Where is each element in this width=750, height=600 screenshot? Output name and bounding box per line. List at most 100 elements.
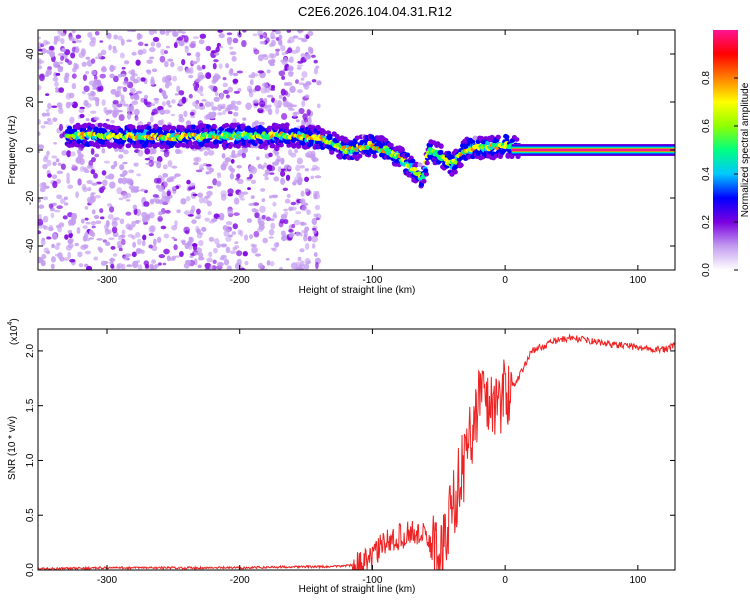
- spectrum-point: [112, 48, 118, 54]
- spectrum-point: [438, 143, 444, 149]
- spectrum-point: [148, 244, 153, 249]
- spectrum-point: [278, 142, 284, 148]
- spectrum-point: [38, 84, 42, 91]
- spectrum-point: [56, 194, 63, 200]
- spectrum-point: [266, 260, 271, 266]
- spectrum-point: [222, 160, 229, 167]
- spectrum-point: [160, 119, 165, 126]
- spectrum-point: [48, 203, 54, 209]
- spectrum-point: [50, 207, 55, 212]
- spectrum-point: [195, 156, 202, 163]
- spectrum-point: [57, 52, 64, 57]
- spectrum-point: [411, 166, 418, 172]
- spectrum-point: [314, 204, 321, 211]
- spectrum-point: [162, 164, 168, 170]
- spectrum-point: [225, 94, 230, 99]
- spectrum-point: [137, 41, 144, 47]
- spectrum-point: [296, 179, 303, 183]
- spectrum-point: [132, 186, 139, 194]
- spectrum-point: [268, 236, 274, 239]
- spectrum-point: [160, 225, 167, 230]
- spectrum-point: [164, 109, 171, 115]
- spectrum-point: [290, 201, 297, 206]
- spectrum-point: [288, 229, 294, 233]
- spectrum-point: [45, 93, 50, 96]
- spectrum-point: [327, 135, 333, 141]
- spectrum-point: [316, 103, 321, 109]
- spectrum-point: [299, 260, 305, 267]
- spectrum-point: [141, 240, 146, 247]
- spectrum-point: [117, 73, 123, 78]
- spectrum-point: [110, 245, 116, 250]
- spectrum-point: [71, 212, 77, 220]
- spectrum-point: [159, 149, 165, 152]
- spectrum-point: [156, 42, 162, 48]
- spectrum-point: [311, 54, 316, 59]
- spectrum-point: [285, 257, 290, 261]
- spectrum-point: [160, 48, 166, 56]
- spectrum-point: [298, 108, 305, 115]
- spectrum-point: [229, 46, 234, 50]
- spectrum-point: [82, 167, 88, 171]
- spectrum-point: [143, 201, 150, 207]
- spectrum-point: [504, 134, 510, 140]
- spectrum-point: [257, 54, 264, 62]
- spectrum-point: [99, 73, 106, 79]
- spectrum-point: [151, 244, 158, 252]
- spectrum-point: [38, 65, 43, 70]
- spectrum-point: [282, 100, 289, 108]
- spectrum-point: [234, 105, 239, 112]
- spectrum-point: [96, 181, 102, 185]
- spectrum-point: [247, 187, 251, 191]
- spectrum-point: [91, 87, 98, 91]
- spectrum-point: [303, 117, 309, 123]
- spectrum-point: [236, 70, 244, 74]
- spectrum-point: [184, 259, 192, 265]
- spectrum-point: [117, 177, 123, 184]
- spectrum-point: [118, 154, 124, 159]
- spectrum-point: [149, 263, 154, 269]
- spectrum-point: [234, 241, 239, 245]
- spectrum-point: [145, 69, 151, 74]
- spectrum-point: [493, 153, 499, 159]
- spectrum-point: [251, 121, 257, 129]
- spectrum-point: [264, 85, 271, 93]
- spectrum-point: [109, 73, 115, 79]
- spectrum-point: [82, 74, 88, 81]
- spectrum-point: [135, 90, 143, 94]
- spectrum-point: [424, 160, 430, 166]
- snr-panel: -300 -200 -100 0 100 0.0 0.5 1.0 1.5 2.0 Height …: [7, 318, 676, 595]
- spectrum-point: [280, 170, 286, 177]
- spectrum-point: [135, 231, 141, 238]
- x-tick-label: -200: [230, 575, 250, 586]
- spectrum-point: [77, 153, 84, 159]
- spectrum-point: [110, 263, 115, 269]
- spectrum-point: [281, 112, 288, 120]
- colorbar-ticks: 0.0 0.2 0.4 0.6 0.8: [701, 71, 738, 277]
- spectrum-point: [260, 188, 266, 192]
- colorbar-tick-label: 0.4: [701, 167, 712, 181]
- spectrum-point: [149, 115, 154, 123]
- spectrum-point: [39, 187, 46, 193]
- spectrum-point: [289, 85, 296, 94]
- spectrum-point: [63, 257, 69, 261]
- spectrum-point: [144, 43, 149, 47]
- spectrum-point: [117, 35, 123, 41]
- spectrum-point: [284, 122, 290, 128]
- spectrum-point: [158, 254, 166, 259]
- spectrum-point: [91, 225, 96, 229]
- spectrum-point: [186, 52, 191, 56]
- spectrum-point: [171, 165, 178, 169]
- spectrum-point: [85, 118, 90, 122]
- spectrum-point: [90, 220, 96, 226]
- spectrum-point: [75, 34, 82, 39]
- spectrum-point: [159, 55, 166, 63]
- spectrum-point: [102, 179, 108, 187]
- spectrum-point: [108, 237, 115, 241]
- spectrum-point: [173, 42, 178, 49]
- spectrum-point: [357, 153, 363, 159]
- spectrum-point: [42, 215, 49, 223]
- spectrum-point: [275, 105, 282, 109]
- spectrum-point: [307, 235, 312, 242]
- spectrum-point: [296, 64, 304, 67]
